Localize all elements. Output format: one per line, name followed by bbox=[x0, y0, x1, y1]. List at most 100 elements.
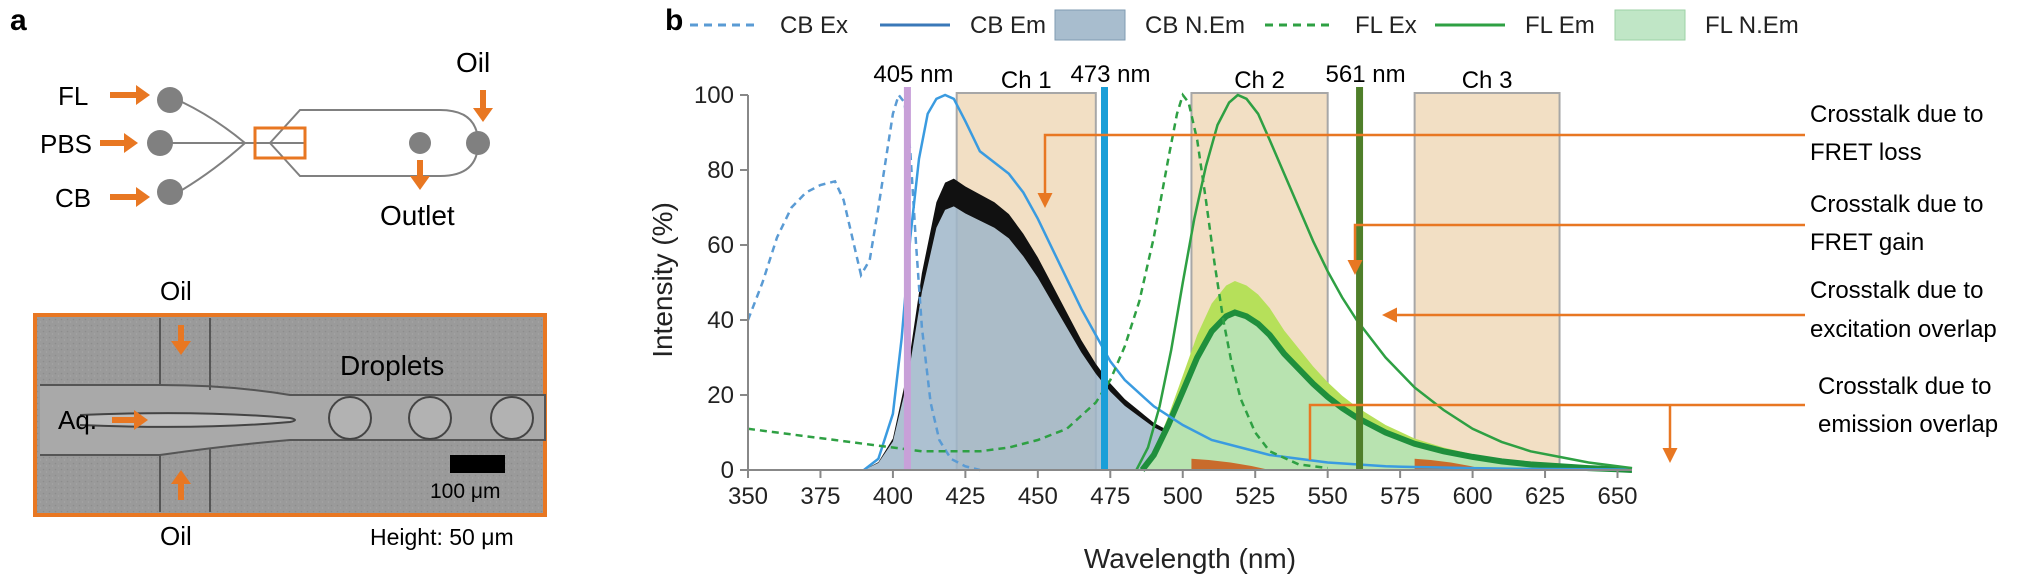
micrograph-top-oil-arrowhead bbox=[171, 341, 191, 355]
legend-item-fl-ex: FL Ex bbox=[1265, 12, 1417, 39]
chip-schematic: FL PBS CB Oil Outlet bbox=[40, 47, 493, 231]
legend-item-fl-em: FL Em bbox=[1435, 12, 1595, 39]
laser-line-473 bbox=[1100, 87, 1108, 470]
aqueous-stream bbox=[79, 412, 296, 428]
legend-item-cb-em: CB Em bbox=[880, 12, 1046, 39]
channel-label-3: Ch 3 bbox=[1462, 67, 1513, 94]
outlet-label: Outlet bbox=[380, 200, 455, 231]
droplet bbox=[490, 396, 534, 440]
legend-label: FL N.Em bbox=[1705, 12, 1799, 39]
channel-label-2: Ch 2 bbox=[1234, 67, 1285, 94]
crosstalk-callout-arrow-1 bbox=[1037, 133, 1805, 208]
fl-n-em-area bbox=[1142, 312, 1632, 470]
x-tick-label: 500 bbox=[1163, 483, 1203, 510]
inlet-channels bbox=[172, 101, 305, 191]
crosstalk-sliver-1 bbox=[1191, 458, 1270, 470]
crosstalk-annotation-line-5: Crosstalk due to bbox=[1810, 277, 1983, 304]
x-tick-label: 625 bbox=[1525, 483, 1565, 510]
droplet bbox=[408, 396, 452, 440]
laser-label-473: 473 nm bbox=[1070, 61, 1150, 88]
chart-axes: 350 375 400 425 450 475 500 525 550 575 600 625 650 0… bbox=[694, 82, 1638, 510]
channel-height-label: Height: 50 μm bbox=[370, 524, 514, 550]
crosstalk-annotation-line-7: Crosstalk due to bbox=[1818, 373, 1991, 400]
y-tick-label: 80 bbox=[707, 157, 734, 184]
x-tick-label: 475 bbox=[1090, 483, 1130, 510]
inlet-pbs-reservoir bbox=[147, 130, 173, 156]
panel-b-label: b bbox=[665, 4, 683, 37]
oil-label: Oil bbox=[456, 47, 490, 78]
y-tick-label: 20 bbox=[707, 382, 734, 409]
legend-label: FL Em bbox=[1525, 12, 1595, 39]
inlet-label-fl: FL bbox=[58, 81, 88, 111]
legend-label: CB Ex bbox=[780, 12, 848, 39]
inlet-label-pbs: PBS bbox=[40, 129, 92, 159]
crosstalk-annotation-line-4: FRET gain bbox=[1810, 229, 1924, 256]
scale-bar-label: 100 μm bbox=[430, 480, 500, 503]
oil-inlet-arrowhead bbox=[473, 108, 493, 122]
inlet-cb-reservoir bbox=[157, 179, 183, 205]
y-tick-label: 40 bbox=[707, 307, 734, 334]
aqueous-label: Aq. bbox=[58, 405, 97, 435]
x-tick-label: 550 bbox=[1308, 483, 1348, 510]
inlet-fl-reservoir bbox=[157, 87, 183, 113]
laser-line-405 bbox=[903, 87, 911, 470]
crosstalk-annotation-line-1: Crosstalk due to bbox=[1810, 101, 1983, 128]
legend-label: CB Em bbox=[970, 12, 1046, 39]
legend-item-cb-n-em: CB N.Em bbox=[1054, 9, 1245, 41]
micrograph-bottom-oil-arrowhead bbox=[171, 470, 191, 484]
droplet bbox=[328, 396, 372, 440]
crosstalk-annotation-line-3: Crosstalk due to bbox=[1810, 191, 1983, 218]
legend-label: FL Ex bbox=[1355, 12, 1417, 39]
x-tick-label: 575 bbox=[1380, 483, 1420, 510]
y-tick-label: 60 bbox=[707, 232, 734, 259]
fl-em-line bbox=[1135, 93, 1633, 471]
micrograph-bottom-oil-label: Oil bbox=[160, 521, 192, 551]
inlet-label-cb: CB bbox=[55, 183, 91, 213]
y-axis-label: Intensity (%) bbox=[647, 202, 678, 358]
x-tick-label: 600 bbox=[1453, 483, 1493, 510]
x-tick-label: 375 bbox=[800, 483, 840, 510]
legend-swatch bbox=[1614, 9, 1686, 41]
crosstalk-callout-arrow-4 bbox=[1308, 403, 1805, 460]
crosstalk-callout-arrow-2 bbox=[1347, 223, 1805, 275]
crosstalk-annotation-line-2: FRET loss bbox=[1810, 139, 1922, 166]
cb-inlet-arrowhead bbox=[136, 187, 150, 207]
detection-channel-3 bbox=[1413, 92, 1561, 471]
fl-n-em-outline bbox=[1139, 309, 1633, 473]
droplets-label: Droplets bbox=[340, 350, 444, 381]
x-tick-label: 525 bbox=[1235, 483, 1275, 510]
x-tick-label: 425 bbox=[945, 483, 985, 510]
legend-item-fl-n-em: FL N.Em bbox=[1614, 9, 1799, 41]
panel-b: b CB Ex CB Em CB N.Em FL Ex FL Em FL N.Em 405… bbox=[647, 4, 1998, 574]
outlet-reservoir bbox=[409, 132, 431, 154]
pbs-inlet-arrowhead bbox=[124, 133, 138, 153]
x-tick-label: 400 bbox=[873, 483, 913, 510]
crosstalk-annotation-line-8: emission overlap bbox=[1818, 411, 1998, 438]
x-axis-label: Wavelength (nm) bbox=[1084, 543, 1296, 574]
aqueous-arrowhead bbox=[134, 410, 148, 430]
cb-n-em-area bbox=[863, 192, 1632, 470]
laser-label-561: 561 nm bbox=[1326, 61, 1406, 88]
micrograph: Oil Aq. Droplets 100 μm Oil Height: 50 μ… bbox=[33, 276, 547, 551]
panel-a: a FL PBS CB Oil bbox=[10, 4, 547, 551]
legend-label: CB N.Em bbox=[1145, 12, 1245, 39]
scale-bar bbox=[450, 455, 505, 473]
chart-background-layer bbox=[863, 92, 1633, 473]
chart-laser-layer: 405 nm 473 nm 561 nm Ch 1 Ch 2 Ch 3 bbox=[873, 61, 1512, 470]
laser-label-405: 405 nm bbox=[873, 61, 953, 88]
laser-line-561 bbox=[1356, 87, 1364, 470]
crosstalk-annotation-line-6: excitation overlap bbox=[1810, 316, 1997, 343]
x-tick-label: 350 bbox=[728, 483, 768, 510]
cb-fret-loss-band bbox=[863, 178, 1632, 470]
oil-reservoir bbox=[466, 131, 490, 155]
outlet-arrowhead bbox=[410, 176, 430, 190]
cb-ex-line bbox=[746, 92, 981, 472]
chart-legend: CB Ex CB Em CB N.Em FL Ex FL Em FL N.Em bbox=[690, 9, 1799, 41]
fl-inlet-arrowhead bbox=[136, 85, 150, 105]
micrograph-top-oil-label: Oil bbox=[160, 276, 192, 306]
legend-item-cb-ex: CB Ex bbox=[690, 12, 848, 39]
legend-swatch bbox=[1054, 9, 1126, 41]
x-tick-label: 650 bbox=[1597, 483, 1637, 510]
oil-side-channels bbox=[159, 318, 211, 512]
